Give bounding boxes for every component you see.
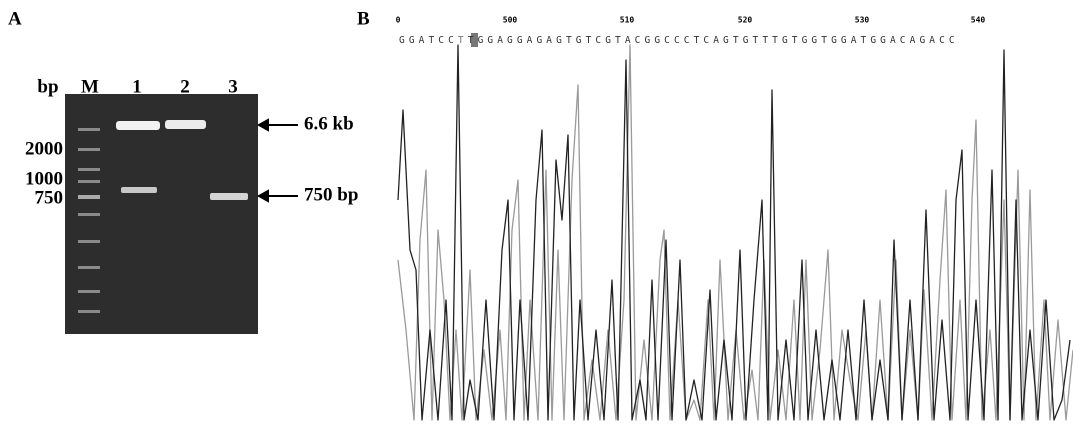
marker-label: 1000 [25, 168, 63, 189]
lane-label: 3 [228, 76, 238, 97]
chromatogram [397, 44, 1073, 421]
panel-label: B [357, 8, 370, 29]
marker-label: 2000 [25, 138, 63, 159]
panel-label: A [8, 8, 22, 29]
marker-label: 750 [35, 187, 64, 208]
position-label: 520 [738, 16, 753, 25]
position-label: 530 [855, 16, 870, 25]
position-label: 500 [503, 16, 518, 25]
lane-label: 2 [180, 76, 190, 97]
annotation: 750 bp [304, 184, 358, 205]
position-label: 0 [396, 16, 401, 25]
sequence: GGATCCTTGGAGGAGAGTGTCGTACGGCCCTCAGTGTTTG… [399, 35, 959, 46]
bands [116, 120, 248, 200]
annotation: 6.6 kb [304, 113, 354, 134]
highlight-box [471, 33, 478, 47]
sequence-part: TGGAGGAGAGTGTCGTACGGCCCTCAGTGTTTGTGGTGGA… [468, 35, 959, 46]
sequence-highlight: T [458, 35, 468, 46]
lane-label: M [81, 76, 99, 97]
sequence-part: GGATCC [399, 35, 458, 46]
unit-label: bp [37, 76, 58, 97]
ladder [78, 128, 100, 313]
lane-label: 1 [132, 76, 142, 97]
arrows [256, 118, 298, 203]
position-label: 540 [971, 16, 986, 25]
position-label: 510 [620, 16, 635, 25]
